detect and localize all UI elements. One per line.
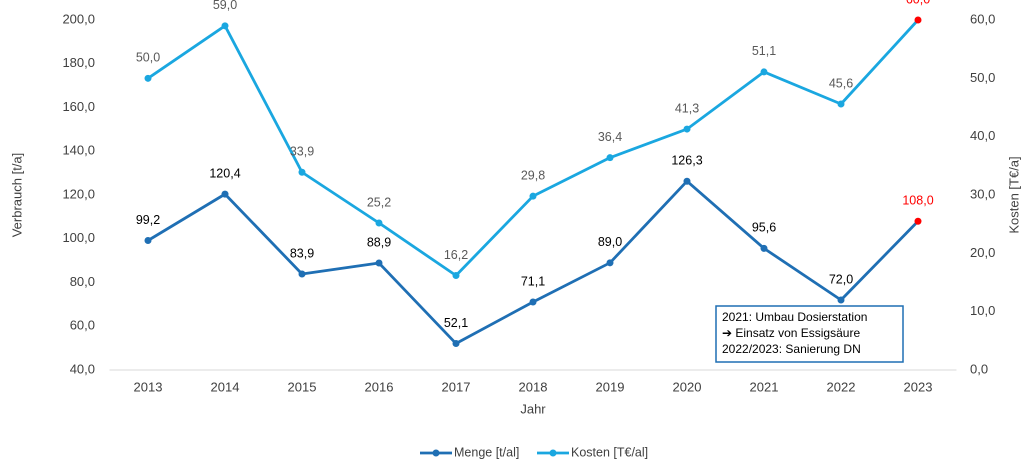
value-label: 36,4 xyxy=(598,130,622,144)
y-tick-label: 140,0 xyxy=(62,143,95,158)
value-label: 59,0 xyxy=(213,0,237,12)
value-label: 52,1 xyxy=(444,316,468,330)
series-line xyxy=(147,19,920,277)
value-label: 51,1 xyxy=(752,44,776,58)
data-point xyxy=(914,217,922,225)
x-axis-label: Jahr xyxy=(520,401,546,416)
value-label: 108,0 xyxy=(902,194,933,208)
y-tick-label: 80,0 xyxy=(70,274,95,289)
data-point xyxy=(837,296,845,304)
data-point xyxy=(529,192,537,200)
data-point xyxy=(529,298,537,306)
y-tick-label: 180,0 xyxy=(62,55,95,70)
x-tick-label: 2013 xyxy=(134,379,163,394)
data-point xyxy=(760,68,768,76)
data-point xyxy=(375,219,383,227)
data-point xyxy=(606,259,614,267)
data-point xyxy=(452,272,460,279)
y-tick-label: 160,0 xyxy=(62,99,95,114)
legend-dot xyxy=(432,449,440,457)
value-label: 45,6 xyxy=(829,76,853,90)
value-label: 88,9 xyxy=(367,235,391,249)
value-label: 29,8 xyxy=(521,168,545,182)
value-label: 72,0 xyxy=(829,272,853,286)
value-label: 60,0 xyxy=(906,0,930,6)
x-tick-label: 2016 xyxy=(365,379,394,394)
y2-tick-label: 50,0 xyxy=(970,70,995,85)
y-axis-label: Verbrauch [t/a] xyxy=(9,153,24,238)
x-tick-label: 2014 xyxy=(211,379,240,394)
value-label: 120,4 xyxy=(209,166,240,180)
x-tick-label: 2022 xyxy=(827,379,856,394)
y-tick-label: 60,0 xyxy=(70,318,95,333)
data-point xyxy=(221,190,229,198)
y2-tick-label: 40,0 xyxy=(970,128,995,143)
x-tick-label: 2015 xyxy=(288,379,317,394)
y2-tick-label: 20,0 xyxy=(970,245,995,260)
annotation-box xyxy=(715,305,904,363)
y-tick-label: 120,0 xyxy=(62,186,95,201)
value-label: 89,0 xyxy=(598,235,622,249)
value-label: 71,1 xyxy=(521,274,545,288)
value-label: 50,0 xyxy=(136,51,160,65)
value-label: 25,2 xyxy=(367,195,391,209)
x-tick-label: 2021 xyxy=(750,379,779,394)
annotation-text: ➔ Einsatz von Essigsäure xyxy=(722,326,860,340)
annotation-text: 2021: Umbau Dosierstation xyxy=(722,310,867,324)
data-point xyxy=(298,270,306,278)
value-label: 41,3 xyxy=(675,101,699,115)
data-point xyxy=(760,244,768,252)
value-label: 16,2 xyxy=(444,248,468,262)
annotation-text: 2022/2023: Sanierung DN xyxy=(722,342,861,356)
value-label: 95,6 xyxy=(752,221,776,235)
data-point xyxy=(221,22,229,30)
y-tick-label: 40,0 xyxy=(70,361,95,376)
data-point xyxy=(452,340,460,348)
data-point xyxy=(837,100,845,108)
legend-dot xyxy=(549,449,557,457)
data-point xyxy=(298,168,306,176)
y-tick-label: 100,0 xyxy=(62,230,95,245)
data-point xyxy=(683,177,691,185)
x-tick-label: 2020 xyxy=(673,379,702,394)
data-point xyxy=(606,154,614,162)
x-tick-label: 2019 xyxy=(596,379,625,394)
data-point xyxy=(144,74,152,82)
x-tick-label: 2018 xyxy=(519,379,548,394)
y2-axis-label: Kosten [T€/a] xyxy=(1006,156,1021,233)
x-tick-label: 2023 xyxy=(904,379,933,394)
data-point xyxy=(144,237,152,244)
y2-tick-label: 30,0 xyxy=(970,186,995,201)
y2-tick-label: 60,0 xyxy=(970,11,995,26)
x-tick-label: 2017 xyxy=(442,379,471,394)
y2-tick-label: 0,0 xyxy=(970,361,988,376)
data-point xyxy=(683,125,691,133)
y2-tick-label: 10,0 xyxy=(970,303,995,318)
legend-label: Menge [t/al] xyxy=(454,445,519,459)
value-label: 126,3 xyxy=(671,154,702,168)
y-tick-label: 200,0 xyxy=(62,11,95,26)
value-label: 99,2 xyxy=(136,213,160,227)
data-point xyxy=(914,16,922,24)
value-label: 33,9 xyxy=(290,145,314,159)
data-point xyxy=(375,259,383,267)
value-label: 83,9 xyxy=(290,246,314,260)
legend-label: Kosten [T€/al] xyxy=(571,445,648,459)
